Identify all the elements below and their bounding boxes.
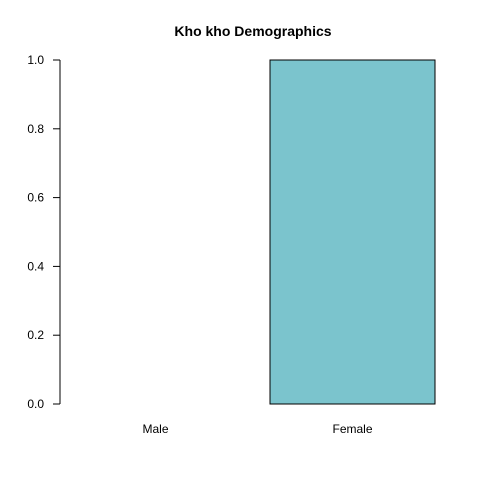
y-tick-label: 0.0 <box>27 397 44 411</box>
x-category-label: Female <box>332 422 372 436</box>
y-tick-label: 0.4 <box>27 259 44 273</box>
x-category-label: Male <box>142 422 168 436</box>
y-tick-label: 0.6 <box>27 191 44 205</box>
bars <box>269 59 436 405</box>
x-axis-labels: Male Female <box>142 422 372 436</box>
bar-female <box>269 59 436 405</box>
y-tick-label: 0.8 <box>27 122 44 136</box>
y-tick-label: 1.0 <box>27 53 44 67</box>
chart-title: Kho kho Demographics <box>174 23 331 39</box>
y-tick-label: 0.2 <box>27 328 44 342</box>
y-axis: 0.0 0.2 0.4 0.6 0.8 1.0 <box>27 53 61 411</box>
